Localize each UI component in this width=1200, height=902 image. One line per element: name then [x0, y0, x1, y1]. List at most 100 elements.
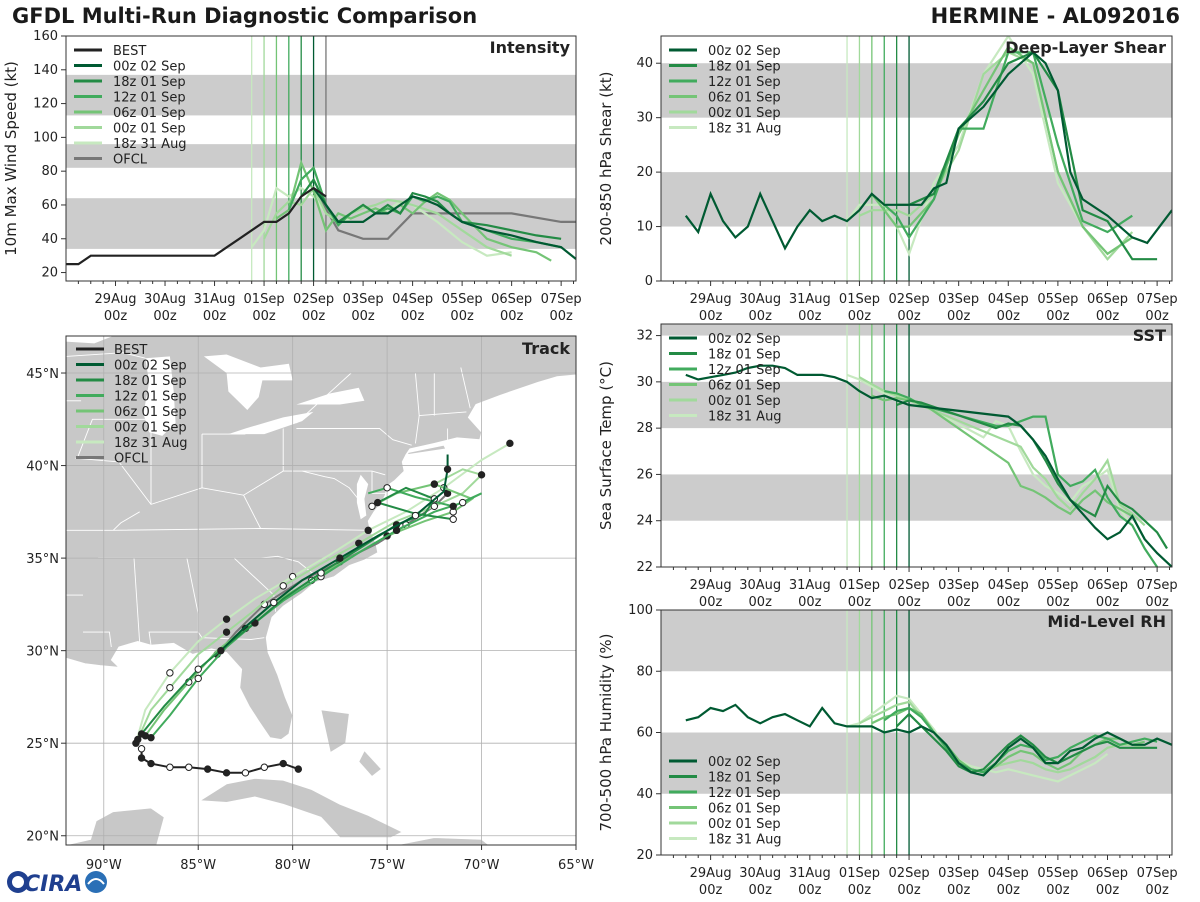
series-line-18z-01-sep: [895, 712, 1158, 774]
series-line-18z-31-aug: [846, 36, 1133, 257]
lon-tick-label: 80°W: [275, 858, 311, 873]
band-rh-0: [661, 732, 1172, 794]
legend-label: 00z 01 Sep: [708, 817, 781, 832]
series-group-sst: [685, 364, 1172, 567]
x-tick-label: 30Aug: [739, 578, 781, 593]
state-border: [197, 631, 265, 640]
x-tick-label: 00z: [302, 309, 326, 324]
x-tick-label: 00z: [848, 883, 872, 898]
panel-title-track: Track: [522, 339, 570, 358]
y-tick-label: 28: [636, 421, 653, 436]
track-point: [194, 665, 202, 673]
legend-label: 12z 01 Sep: [113, 91, 186, 106]
lon-tick-label: 90°W: [86, 858, 122, 873]
panel-rh: 20 40 60 80 100 29Aug 00z 30Aug 00z 31Aug 00z 01Sep…: [597, 603, 1178, 898]
panel-track: 90°W 85°W 80°W 75°W 70°W 65°W 20°N 25°N 30°N 35°N…: [26, 335, 594, 876]
x-tick-label: 01Sep: [839, 866, 880, 881]
legend-label: 12z 01 Sep: [708, 786, 781, 801]
legend-label: 18z 01 Sep: [113, 75, 186, 90]
x-tick-label: 00z: [749, 309, 773, 324]
state-border: [371, 471, 388, 494]
track-point: [443, 465, 452, 473]
x-tick-label: 00z: [997, 309, 1021, 324]
legend-label: 00z 01 Sep: [114, 421, 187, 436]
track-00z-01-sep: [136, 468, 484, 740]
x-tick-label: 00z: [351, 309, 375, 324]
track-point: [506, 439, 514, 448]
series-line-12z-01-sep: [884, 390, 1159, 567]
legend-label: 00z 02 Sep: [708, 755, 781, 770]
land-jamaica: [325, 865, 365, 876]
y-tick-label: 40: [41, 232, 58, 247]
frame-intensity: [65, 35, 577, 282]
legend-label: 00z 02 Sep: [708, 332, 781, 347]
y-tick-label: 30: [636, 375, 653, 390]
lat-tick-label: 35°N: [26, 552, 59, 567]
x-tick-label: 00z: [450, 309, 474, 324]
x-tick-label: 04Sep: [988, 866, 1029, 881]
legend-label: 18z 31 Aug: [113, 137, 187, 152]
x-tick-label: 00z: [1046, 595, 1070, 610]
track-point: [294, 765, 303, 773]
x-tick-label: 31Aug: [789, 866, 831, 881]
x-tick-label: 29Aug: [95, 292, 137, 307]
track-point: [166, 763, 174, 771]
series-line-18z-01-sep: [896, 399, 1168, 550]
series-group-rh: [685, 694, 1172, 783]
lake-superior: [66, 336, 114, 344]
y-tick-label: 140: [33, 63, 58, 78]
x-tick-label: 02Sep: [293, 292, 334, 307]
lat-tick-label: 30°N: [26, 645, 59, 660]
panel-title-sst: SST: [1133, 326, 1166, 345]
legend-label: 00z 01 Sep: [708, 106, 781, 121]
legend-label: 06z 01 Sep: [708, 379, 781, 394]
track-point: [166, 669, 174, 677]
x-tick-label: 29Aug: [690, 866, 732, 881]
y-tick-label: 26: [636, 467, 653, 482]
state-border: [296, 372, 352, 424]
x-tick-label: 03Sep: [938, 292, 979, 307]
y-tick-label: 160: [33, 29, 58, 44]
x-tick-label: 04Sep: [988, 578, 1029, 593]
lake-ontario: [296, 387, 365, 405]
x-tick-label: 00z: [153, 309, 177, 324]
x-tick-label: 31Aug: [194, 292, 236, 307]
state-border: [301, 470, 363, 505]
legend-label: 00z 02 Sep: [708, 44, 781, 59]
panel-intensity: 20 40 60 80 100 120 140 160 29Aug 00z 30Aug 00z 31Au…: [2, 29, 582, 324]
land-hispaniola: [396, 837, 490, 845]
x-tick-label: 00z: [203, 309, 227, 324]
frame-track: [65, 335, 577, 846]
legend-label: BEST: [113, 44, 146, 59]
series-line-00z-01-sep: [858, 700, 1145, 774]
track-point: [336, 554, 344, 562]
y-axis-label-rh: 700-500 hPa Humidity (%): [597, 633, 615, 831]
track-point: [147, 733, 155, 742]
band-rh-1: [661, 610, 1172, 672]
lon-tick-label: 70°W: [464, 858, 500, 873]
track-point: [260, 763, 269, 771]
track-point: [373, 498, 382, 507]
y-tick-label: 20: [636, 165, 653, 180]
track-point: [147, 759, 155, 768]
figure-title: GFDL Multi-Run Diagnostic Comparison: [12, 4, 478, 28]
state-border: [243, 494, 262, 529]
legend-label: 18z 01 Sep: [708, 771, 781, 786]
x-tick-label: 06Sep: [491, 292, 532, 307]
x-tick-label: 07Sep: [541, 292, 582, 307]
y-axis-label-intensity: 10m Max Wind Speed (kt): [2, 61, 20, 256]
x-tick-label: 00z: [798, 309, 822, 324]
x-tick-label: 07Sep: [1137, 292, 1178, 307]
y-tick-label: 24: [636, 514, 653, 529]
band-sst-2: [661, 324, 1172, 336]
land-north-america: [66, 336, 576, 740]
x-tick-label: 00z: [897, 309, 921, 324]
y-tick-label: 0: [645, 274, 653, 289]
y-tick-label: 60: [41, 198, 58, 213]
x-tick-label: 00z: [848, 595, 872, 610]
series-line-00z-02-sep: [312, 187, 576, 260]
legend-label: 00z 01 Sep: [708, 394, 781, 409]
x-tick-label: 00z: [798, 595, 822, 610]
x-tick-label: 00z: [1145, 595, 1169, 610]
y-tick-label: 22: [636, 560, 653, 575]
